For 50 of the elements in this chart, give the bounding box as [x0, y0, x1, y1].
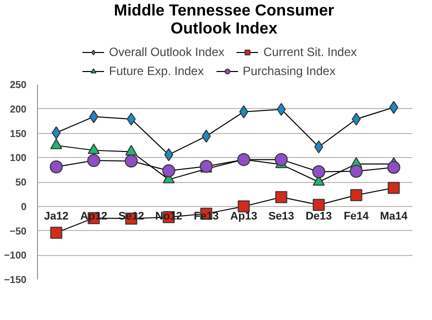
point — [162, 164, 176, 178]
legend-label: Future Exp. Index — [109, 64, 204, 78]
point — [352, 112, 361, 126]
point — [50, 226, 62, 239]
x-tick-label: Ja12 — [44, 210, 68, 222]
point — [238, 200, 250, 212]
y-tick-label: 100 — [10, 153, 27, 164]
point — [388, 182, 400, 194]
point — [89, 110, 98, 124]
point — [387, 160, 400, 174]
y-tick-label: −50 — [10, 226, 27, 238]
y-tick-label: 50 — [15, 178, 27, 188]
point — [50, 160, 63, 174]
point — [237, 153, 250, 166]
point — [124, 154, 138, 168]
point — [50, 138, 62, 150]
x-tick-label: Ap12 — [80, 210, 108, 222]
x-tick-label: Se12 — [118, 210, 144, 222]
y-tick-label: 150 — [10, 128, 27, 140]
chart-title: Middle Tennessee Consumer Outlook Index — [114, 2, 334, 38]
y-tick-label: 200 — [10, 104, 27, 116]
point — [126, 112, 136, 126]
x-tick-label: Ap13 — [230, 210, 258, 222]
legend-label: Purchasing Index — [242, 64, 336, 78]
y-tick-label: 0 — [20, 202, 27, 213]
point — [350, 164, 363, 178]
point — [52, 126, 61, 140]
x-tick-label: De13 — [306, 210, 332, 222]
x-tick-label: Se13 — [268, 210, 294, 222]
x-tick-label: Fe13 — [194, 210, 219, 222]
legend-label: Current Sit. Index — [263, 45, 357, 59]
point — [314, 140, 324, 154]
point — [202, 130, 211, 143]
point — [389, 100, 398, 114]
point — [87, 154, 100, 168]
y-tick-label: 250 — [10, 80, 27, 91]
y-tick-label: −100 — [4, 250, 27, 262]
point — [276, 102, 286, 116]
x-tick-label: Ma14 — [380, 210, 408, 222]
x-tick-label: No12 — [155, 210, 182, 222]
point — [350, 189, 362, 202]
point — [275, 191, 288, 204]
x-tick-label: Fe14 — [344, 210, 370, 222]
point — [312, 198, 325, 211]
point — [164, 148, 174, 162]
point — [312, 165, 326, 178]
legend-label: Overall Outlook Index — [109, 45, 224, 59]
point — [239, 105, 248, 118]
point — [274, 153, 288, 166]
y-tick-label: −150 — [4, 275, 27, 286]
